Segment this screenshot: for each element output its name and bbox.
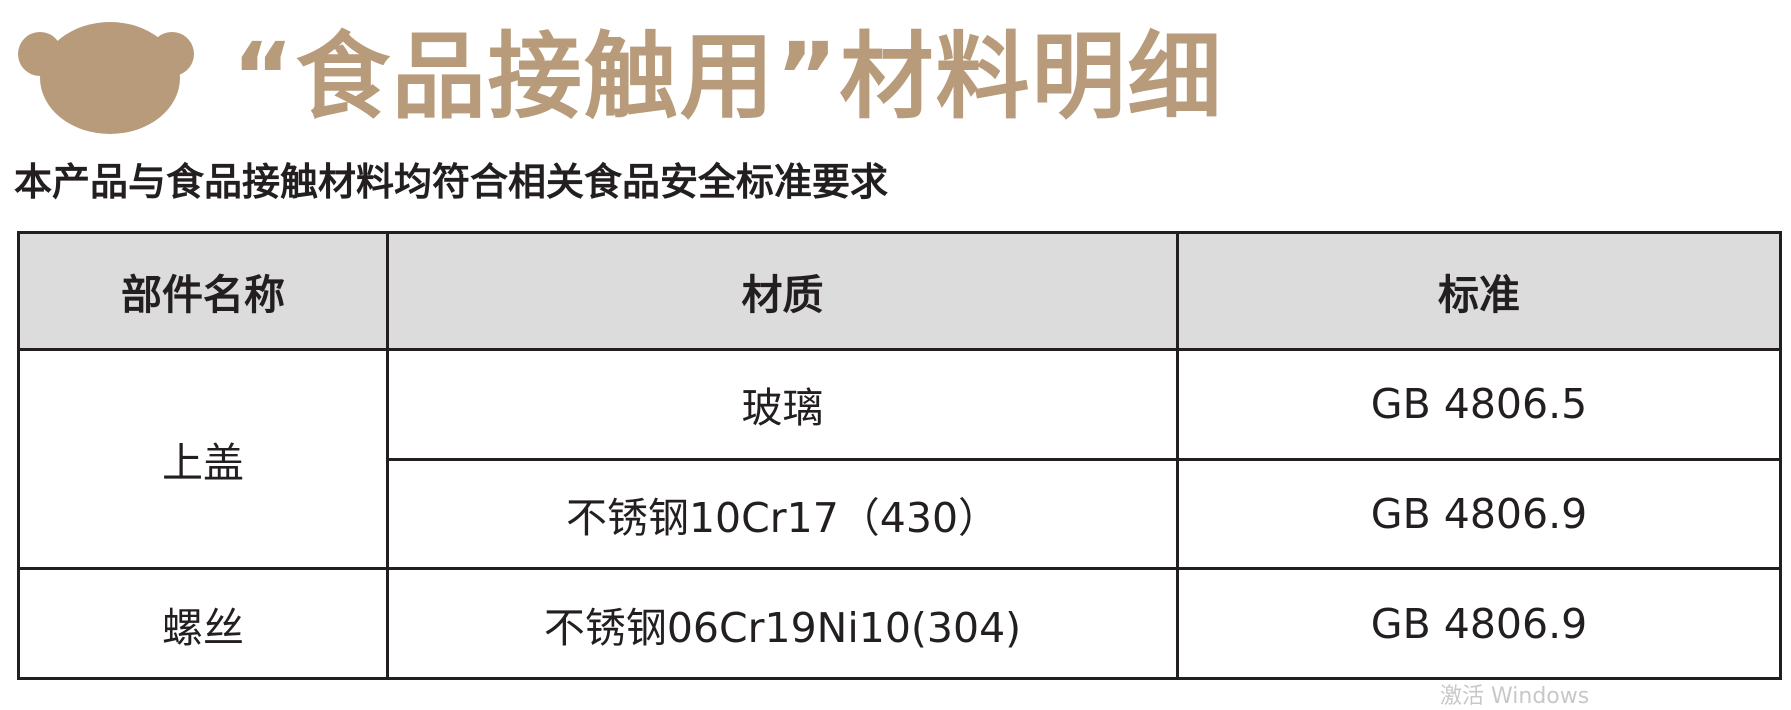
page-subtitle: 本产品与食品接触材料均符合相关食品安全标准要求: [14, 160, 889, 204]
bear-head-icon: [18, 22, 194, 134]
material-cell: 玻璃: [386, 348, 1179, 461]
standard-cell: GB 4806.9: [1176, 457, 1782, 571]
table-row: 不锈钢10Cr17（430） GB 4806.9: [19, 457, 1782, 571]
part-cell: 螺丝: [17, 567, 389, 680]
column-header-material: 材质: [386, 231, 1179, 351]
material-cell: 不锈钢10Cr17（430）: [386, 457, 1179, 571]
standard-cell: GB 4806.5: [1176, 348, 1782, 461]
page-title: “食品接触用”材料明细: [232, 23, 1224, 132]
standard-cell: GB 4806.9: [1176, 567, 1782, 680]
part-cell: 上盖: [17, 347, 389, 571]
table-header-row: 部件名称 材质 标准: [17, 231, 1782, 351]
materials-table: 部件名称 材质 标准 上盖 玻璃 GB 4806.5 不锈钢10Cr17（430…: [17, 231, 1782, 680]
column-header-part: 部件名称: [17, 231, 389, 351]
windows-activation-watermark: 激活 Windows: [1440, 684, 1590, 709]
column-header-standard: 标准: [1176, 231, 1782, 351]
table-row: 上盖 玻璃 GB 4806.5: [17, 347, 1782, 571]
material-cell: 不锈钢06Cr19Ni10(304): [386, 567, 1179, 680]
table-row: 螺丝 不锈钢06Cr19Ni10(304) GB 4806.9: [17, 567, 1782, 680]
